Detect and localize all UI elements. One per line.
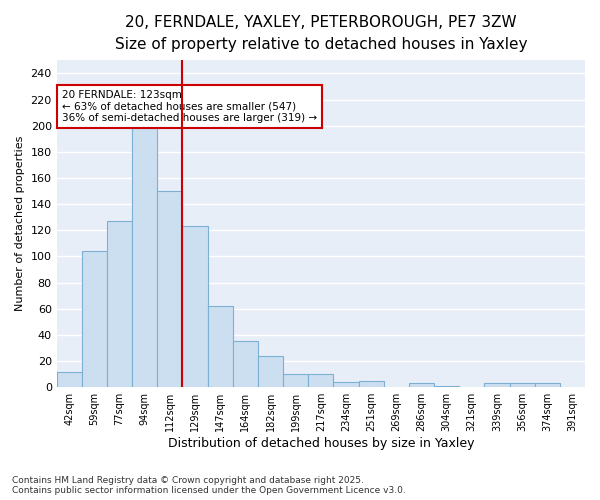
Bar — [157, 191, 182, 387]
Bar — [233, 342, 258, 387]
Bar — [334, 382, 359, 387]
Bar — [283, 374, 308, 387]
Bar — [308, 374, 334, 387]
Bar — [409, 384, 434, 387]
Bar — [484, 384, 509, 387]
Bar — [208, 306, 233, 387]
Bar — [535, 384, 560, 387]
Title: 20, FERNDALE, YAXLEY, PETERBOROUGH, PE7 3ZW
Size of property relative to detache: 20, FERNDALE, YAXLEY, PETERBOROUGH, PE7 … — [115, 15, 527, 52]
Bar — [132, 123, 157, 387]
Bar — [258, 356, 283, 387]
Bar — [82, 251, 107, 387]
Bar — [56, 372, 82, 387]
Bar — [434, 386, 459, 387]
Bar — [182, 226, 208, 387]
Y-axis label: Number of detached properties: Number of detached properties — [15, 136, 25, 312]
X-axis label: Distribution of detached houses by size in Yaxley: Distribution of detached houses by size … — [167, 437, 474, 450]
Bar — [107, 221, 132, 387]
Bar — [509, 384, 535, 387]
Text: 20 FERNDALE: 123sqm
← 63% of detached houses are smaller (547)
36% of semi-detac: 20 FERNDALE: 123sqm ← 63% of detached ho… — [62, 90, 317, 123]
Bar — [359, 380, 384, 387]
Text: Contains HM Land Registry data © Crown copyright and database right 2025.
Contai: Contains HM Land Registry data © Crown c… — [12, 476, 406, 495]
